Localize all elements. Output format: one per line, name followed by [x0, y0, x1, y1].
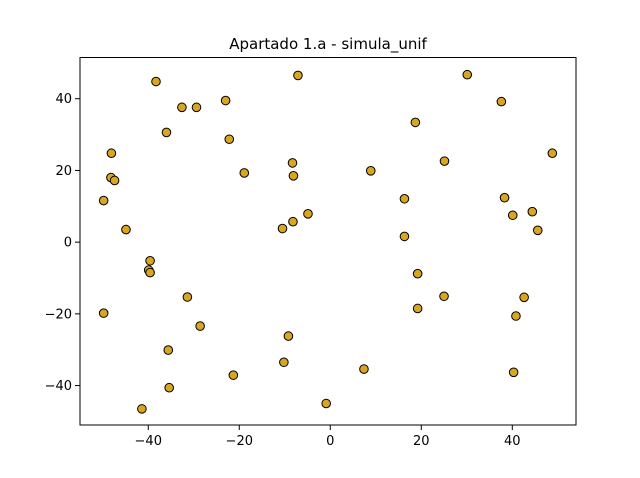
data-point — [399, 231, 410, 242]
data-point — [277, 223, 288, 234]
data-point — [439, 156, 450, 166]
data-point — [109, 175, 120, 186]
data-point — [220, 95, 231, 106]
data-point — [279, 357, 289, 368]
data-point — [283, 331, 294, 341]
data-point — [365, 165, 376, 176]
data-point — [288, 216, 298, 227]
y-tick-label: 20 — [55, 164, 72, 179]
data-point — [145, 267, 155, 278]
data-point — [511, 311, 521, 321]
x-tick-label: −20 — [226, 434, 253, 449]
data-point — [151, 76, 161, 87]
data-point — [287, 158, 298, 168]
y-tick-label: −40 — [45, 379, 72, 394]
x-axis: −40 −20 0 20 40 — [135, 425, 521, 449]
data-point — [359, 364, 369, 374]
y-tick-label: 0 — [64, 236, 72, 251]
x-tick-label: 40 — [504, 434, 521, 449]
data-point — [195, 321, 205, 331]
data-point — [163, 345, 174, 355]
data-point — [228, 370, 239, 380]
data-point — [412, 268, 423, 279]
chart-title: Apartado 1.a - simula_unif — [229, 35, 427, 54]
data-point — [519, 292, 529, 303]
x-tick-label: 20 — [413, 434, 430, 449]
data-point — [527, 206, 538, 217]
data-point — [508, 367, 519, 378]
data-point — [412, 303, 423, 314]
data-point — [137, 404, 147, 414]
data-point — [532, 225, 543, 236]
y-axis: −40 −20 0 20 40 — [45, 92, 80, 394]
data-point — [106, 148, 117, 159]
y-tick-label: −20 — [45, 307, 72, 322]
data-point — [191, 102, 202, 113]
data-point — [177, 102, 187, 113]
data-point — [499, 192, 510, 203]
x-tick-label: 0 — [326, 434, 334, 449]
data-point — [288, 171, 299, 181]
data-point — [239, 168, 250, 178]
data-point — [547, 148, 558, 159]
data-point — [161, 127, 172, 138]
data-point — [507, 210, 518, 221]
data-point — [98, 195, 109, 206]
data-point — [496, 96, 507, 107]
data-point — [410, 117, 421, 128]
points-layer — [98, 69, 558, 414]
y-tick-label: 40 — [55, 92, 72, 107]
data-point — [164, 382, 174, 393]
data-point — [145, 255, 155, 266]
data-point — [98, 308, 109, 318]
data-point — [399, 193, 410, 204]
x-tick-label: −40 — [135, 434, 162, 449]
data-point — [439, 291, 449, 302]
data-point — [121, 224, 131, 235]
data-point — [462, 69, 473, 80]
data-point — [293, 70, 303, 81]
data-point — [224, 134, 235, 145]
data-point — [321, 398, 331, 409]
data-point — [303, 209, 313, 219]
plot-frame — [79, 57, 577, 426]
data-point — [182, 292, 193, 302]
